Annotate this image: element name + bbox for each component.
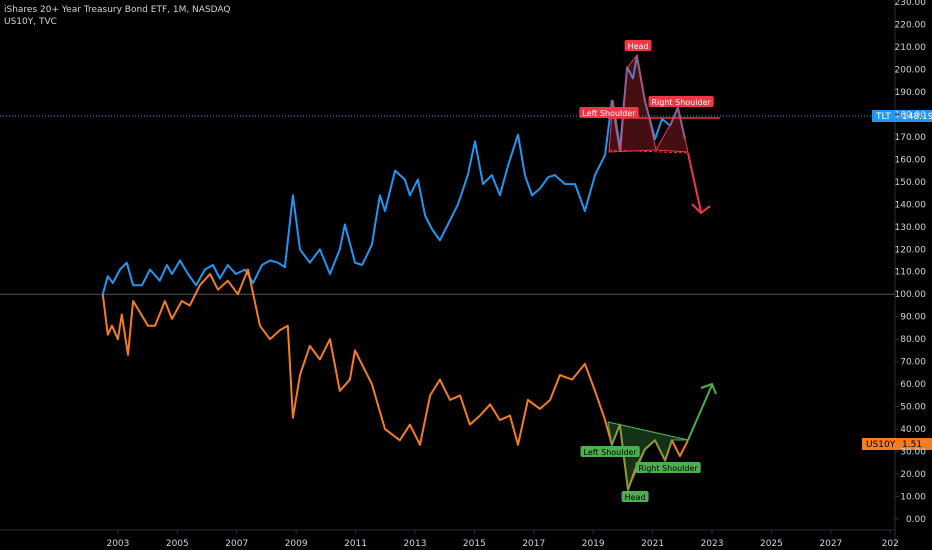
y-tick-label: 170.00 bbox=[895, 133, 927, 143]
x-tick-label: 2021 bbox=[641, 539, 664, 549]
annotation-text: Right Shoulder bbox=[638, 464, 698, 473]
y-tick-label: 50.00 bbox=[900, 403, 926, 413]
y-tick-label: 200.00 bbox=[895, 65, 927, 75]
x-tick-label: 2013 bbox=[404, 539, 427, 549]
y-tick-label: 230.00 bbox=[895, 0, 927, 8]
annotation-text: Left Shoulder bbox=[582, 109, 636, 118]
y-tick-label: 220.00 bbox=[895, 20, 927, 30]
price-tag bbox=[862, 438, 932, 450]
annotation-box bbox=[621, 490, 649, 502]
x-tick-label: 2019 bbox=[582, 539, 605, 549]
x-tick-label: 2003 bbox=[106, 539, 129, 549]
annotation: Head bbox=[621, 490, 649, 502]
price-tag-name: US10Y bbox=[866, 440, 896, 450]
annotation-text: Head bbox=[625, 493, 646, 502]
series-line bbox=[101, 268, 689, 491]
y-tick-label: 0.00 bbox=[906, 515, 926, 525]
x-tick-label: 2005 bbox=[166, 539, 189, 549]
annotation-box bbox=[624, 40, 652, 52]
y-tick-label: 190.00 bbox=[895, 88, 927, 98]
x-tick-label: 202 bbox=[882, 539, 899, 549]
annotation: Right Shoulder bbox=[635, 461, 701, 473]
price-tag-value: 148.19 bbox=[902, 112, 932, 122]
arrow bbox=[687, 384, 713, 441]
y-tick-label: 110.00 bbox=[895, 268, 927, 278]
y-tick-label: 30.00 bbox=[900, 448, 926, 458]
annotation: Head bbox=[624, 40, 652, 52]
annotation-box bbox=[579, 107, 639, 119]
y-tick-label: 100.00 bbox=[895, 290, 927, 300]
annotation-text: Left Shoulder bbox=[584, 448, 638, 457]
arrow bbox=[687, 152, 702, 213]
y-tick-label: 180.00 bbox=[895, 110, 927, 120]
y-tick-label: 140.00 bbox=[895, 200, 927, 210]
series-line bbox=[101, 54, 686, 295]
price-tag-name: TLT bbox=[875, 112, 891, 122]
x-tick-label: 2009 bbox=[285, 539, 308, 549]
y-tick-label: 20.00 bbox=[900, 470, 926, 480]
x-tick-label: 2017 bbox=[522, 539, 545, 549]
y-tick-label: 120.00 bbox=[895, 245, 927, 255]
annotation: Right Shoulder bbox=[648, 96, 714, 108]
neckline bbox=[608, 149, 689, 154]
annotation-text: Right Shoulder bbox=[652, 98, 712, 107]
price-tag-value: 1.51 bbox=[902, 440, 922, 450]
y-tick-label: 40.00 bbox=[900, 425, 926, 435]
annotation-box bbox=[635, 461, 701, 473]
plot-area bbox=[0, 54, 895, 491]
neckline bbox=[607, 421, 689, 441]
y-tick-label: 10.00 bbox=[900, 493, 926, 503]
annotation: Left Shoulder bbox=[579, 107, 639, 119]
y-tick-label: 80.00 bbox=[900, 335, 926, 345]
annotation-box bbox=[648, 96, 714, 108]
annotation: Left Shoulder bbox=[580, 446, 640, 458]
chart-title: iShares 20+ Year Treasury Bond ETF, 1M, … bbox=[4, 5, 231, 15]
x-tick-label: 2007 bbox=[225, 539, 248, 549]
arrow-head bbox=[700, 382, 717, 395]
y-tick-label: 70.00 bbox=[900, 358, 926, 368]
y-tick-label: 160.00 bbox=[895, 155, 927, 165]
x-tick-label: 2015 bbox=[463, 539, 486, 549]
annotation-box bbox=[580, 446, 640, 458]
price-tag bbox=[872, 110, 932, 122]
y-tick-label: 130.00 bbox=[895, 223, 927, 233]
y-tick-label: 150.00 bbox=[895, 178, 927, 188]
y-tick-label: 90.00 bbox=[900, 313, 926, 323]
x-tick-label: 2025 bbox=[760, 539, 783, 549]
y-tick-label: 60.00 bbox=[900, 380, 926, 390]
pattern-shape bbox=[607, 421, 689, 492]
arrow-head bbox=[691, 203, 711, 215]
x-tick-label: 2027 bbox=[819, 539, 842, 549]
y-tick-label: 210.00 bbox=[895, 43, 927, 53]
pattern-shape bbox=[655, 106, 689, 153]
x-tick-label: 2011 bbox=[344, 539, 367, 549]
annotation-text: Head bbox=[628, 42, 649, 51]
x-tick-label: 2023 bbox=[701, 539, 724, 549]
chart-subtitle: US10Y, TVC bbox=[4, 17, 57, 27]
